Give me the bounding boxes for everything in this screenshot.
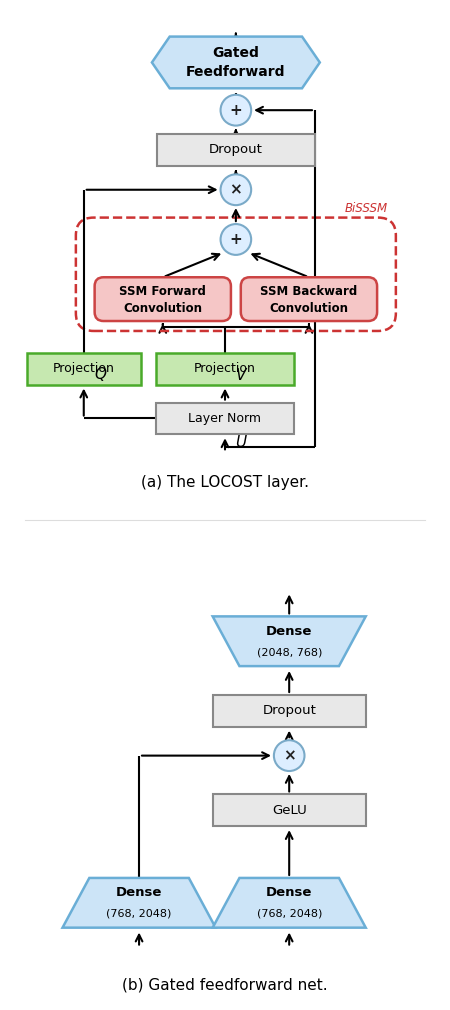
Polygon shape	[152, 36, 320, 88]
Polygon shape	[63, 878, 216, 927]
Circle shape	[220, 224, 251, 255]
Text: Dense: Dense	[266, 625, 312, 637]
FancyBboxPatch shape	[241, 278, 377, 321]
Text: $U$: $U$	[235, 434, 248, 450]
Text: Convolution: Convolution	[270, 302, 348, 314]
Text: Projection: Projection	[194, 363, 256, 376]
Text: Gated: Gated	[212, 46, 259, 61]
Text: Dropout: Dropout	[209, 143, 263, 157]
Text: (a) The LOCOST layer.: (a) The LOCOST layer.	[141, 475, 309, 490]
Text: Dropout: Dropout	[262, 704, 316, 717]
Text: Feedforward: Feedforward	[186, 66, 286, 80]
Text: $V$: $V$	[235, 367, 248, 383]
Text: Dense: Dense	[116, 887, 162, 899]
Text: (768, 2048): (768, 2048)	[256, 909, 322, 919]
Text: ×: ×	[230, 182, 242, 197]
Text: GeLU: GeLU	[272, 804, 306, 817]
Circle shape	[220, 95, 251, 125]
Text: (2048, 768): (2048, 768)	[256, 647, 322, 658]
FancyBboxPatch shape	[213, 695, 366, 727]
FancyBboxPatch shape	[156, 403, 294, 434]
Text: $Q$: $Q$	[94, 365, 107, 383]
Polygon shape	[213, 616, 366, 667]
FancyBboxPatch shape	[27, 352, 140, 385]
FancyBboxPatch shape	[157, 134, 315, 166]
Text: (b) Gated feedforward net.: (b) Gated feedforward net.	[122, 978, 328, 993]
Text: +: +	[230, 103, 242, 118]
Text: Projection: Projection	[53, 363, 115, 376]
Text: SSM Forward: SSM Forward	[119, 285, 206, 298]
Text: (768, 2048): (768, 2048)	[106, 909, 172, 919]
Polygon shape	[213, 878, 366, 927]
FancyBboxPatch shape	[213, 795, 366, 826]
Text: SSM Backward: SSM Backward	[261, 285, 358, 298]
FancyBboxPatch shape	[156, 352, 294, 385]
Text: ×: ×	[283, 748, 296, 764]
FancyBboxPatch shape	[94, 278, 231, 321]
Circle shape	[274, 740, 305, 771]
Text: Convolution: Convolution	[123, 302, 202, 314]
Text: Layer Norm: Layer Norm	[189, 412, 261, 425]
Circle shape	[220, 175, 251, 205]
Text: Dense: Dense	[266, 887, 312, 899]
Text: BiSSSM: BiSSSM	[345, 202, 388, 214]
Text: +: +	[230, 232, 242, 247]
